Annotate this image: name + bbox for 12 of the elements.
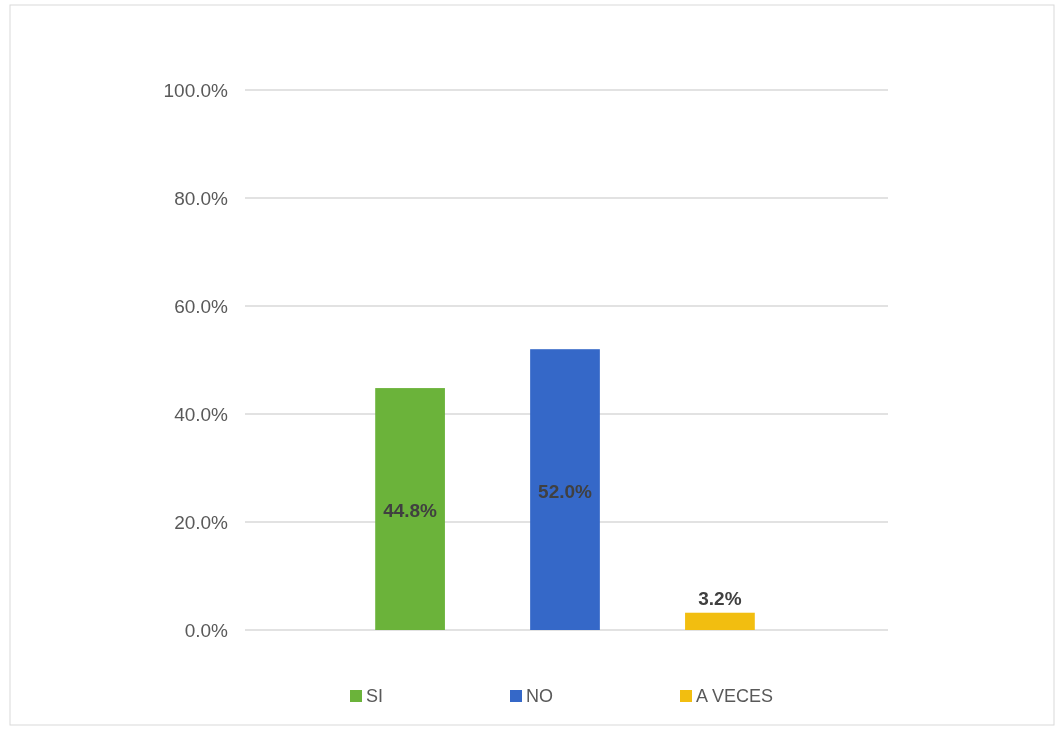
legend-label: A VECES xyxy=(696,686,774,706)
y-tick-label: 20.0% xyxy=(174,511,229,533)
legend-label: SI xyxy=(366,686,384,706)
y-tick-label: 40.0% xyxy=(174,403,229,425)
y-tick-label: 80.0% xyxy=(174,187,229,209)
y-tick-label: 0.0% xyxy=(184,619,229,641)
data-label: 3.2% xyxy=(698,587,742,609)
data-label: 52.0% xyxy=(538,480,593,502)
data-label: 44.8% xyxy=(383,500,438,522)
legend-label: NO xyxy=(526,686,553,706)
y-tick-label: 100.0% xyxy=(163,79,229,101)
y-tick-label: 60.0% xyxy=(174,295,229,317)
